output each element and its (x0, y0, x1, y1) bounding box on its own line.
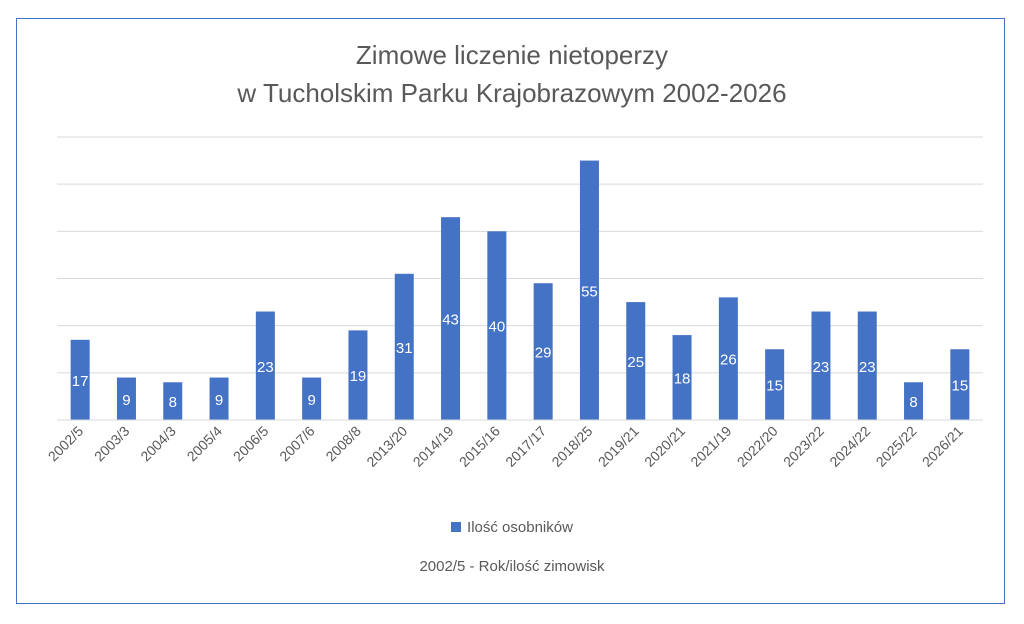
bar (116, 377, 136, 420)
data-label: 15 (952, 378, 969, 395)
x-tick-label: 2002/5 (45, 423, 87, 465)
x-tick-label: 2005/4 (184, 423, 226, 465)
bar (950, 349, 970, 420)
x-tick-label: 2006/5 (230, 423, 272, 465)
x-tick-label: 2025/22 (873, 423, 920, 470)
data-label: 8 (169, 394, 177, 411)
bar (626, 302, 646, 420)
data-label: 9 (215, 392, 223, 409)
chart-title-line-2: w Tucholskim Parku Krajobrazowym 2002-20… (237, 78, 787, 108)
x-tick-label: 2023/22 (780, 423, 827, 470)
data-label: 40 (489, 319, 506, 336)
data-label: 23 (859, 359, 876, 376)
data-label: 8 (909, 394, 917, 411)
data-label: 31 (396, 340, 413, 357)
x-tick-label: 2020/21 (641, 423, 688, 470)
data-label: 18 (674, 371, 691, 388)
data-label: 43 (442, 312, 459, 329)
x-tick-label: 2026/21 (919, 423, 966, 470)
bar (811, 311, 831, 420)
x-tick-label: 2013/20 (363, 423, 410, 470)
data-label: 55 (581, 283, 598, 300)
bar (579, 160, 599, 421)
bar (163, 382, 183, 420)
data-label: 9 (307, 392, 315, 409)
x-tick-label: 2008/8 (322, 423, 364, 465)
bar (765, 349, 785, 420)
bar (209, 377, 229, 420)
x-tick-label: 2007/6 (276, 423, 318, 465)
bar (904, 382, 924, 420)
bar (672, 335, 692, 420)
data-label: 23 (257, 359, 274, 376)
chart-footnote: 2002/5 - Rok/ilość zimowisk (419, 558, 605, 575)
data-label: 15 (766, 378, 783, 395)
x-tick-label: 2017/17 (502, 423, 549, 470)
data-label: 29 (535, 345, 552, 362)
x-tick-label: 2024/22 (826, 423, 873, 470)
bar (533, 283, 553, 420)
legend-swatch (451, 522, 462, 532)
data-label: 9 (122, 392, 130, 409)
data-label: 17 (72, 373, 89, 390)
data-label: 26 (720, 352, 737, 369)
x-tick-label: 2014/19 (410, 423, 457, 470)
x-tick-label: 2015/16 (456, 423, 503, 470)
data-label: 23 (813, 359, 830, 376)
bar (255, 311, 275, 420)
data-label: 25 (627, 354, 644, 371)
chart-legend: Ilość osobników (0, 519, 1024, 537)
x-tick-label: 2018/25 (548, 423, 595, 470)
bar (857, 311, 877, 420)
bar (302, 377, 322, 420)
x-tick-label: 2021/19 (687, 423, 734, 470)
x-tick-label: 2019/21 (595, 423, 642, 470)
x-tick-label: 2022/20 (734, 423, 781, 470)
bar (441, 217, 461, 420)
bar (70, 339, 90, 420)
bar (487, 231, 507, 420)
legend-label: Ilość osobników (467, 519, 573, 536)
chart-title: Zimowe liczenie nietoperzy w Tucholskim … (0, 36, 1024, 112)
bar (394, 273, 414, 420)
chart-title-line-1: Zimowe liczenie nietoperzy (355, 40, 669, 70)
x-tick-label: 2003/3 (91, 423, 133, 465)
chart-frame (16, 18, 1005, 604)
data-label: 19 (350, 368, 367, 385)
bar (718, 297, 738, 420)
bar (348, 330, 368, 420)
x-tick-label: 2004/3 (137, 423, 179, 465)
